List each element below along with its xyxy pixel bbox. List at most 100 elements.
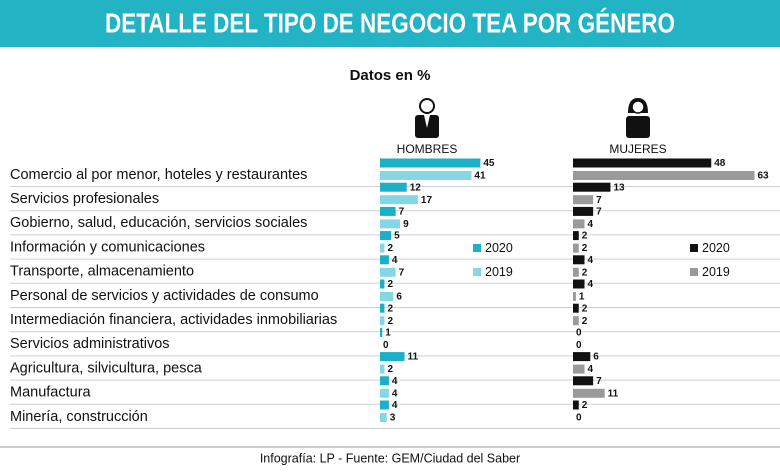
legend-swatch [473, 244, 481, 252]
value-label: 2 [387, 279, 393, 290]
value-label: 48 [714, 158, 726, 169]
bar [380, 376, 389, 386]
value-label: 0 [576, 413, 582, 424]
value-label: 6 [396, 292, 402, 303]
value-label: 11 [608, 388, 619, 399]
bar [573, 171, 755, 180]
value-label: 2 [387, 364, 393, 375]
bar [573, 267, 579, 277]
value-label: 4 [588, 279, 594, 290]
category-label: Transporte, almacenamiento [10, 264, 194, 280]
category-label: Agricultura, silvicultura, pesca [10, 360, 203, 376]
value-label: 2 [582, 231, 588, 242]
value-label: 41 [474, 171, 486, 182]
bar [380, 316, 385, 326]
bar [380, 279, 385, 289]
value-label: 7 [596, 376, 602, 387]
category-label: Información y comunicaciones [10, 239, 205, 255]
bar [573, 364, 585, 374]
bar [573, 255, 585, 265]
bar [573, 243, 579, 253]
legend-label: 2020 [702, 241, 730, 255]
bar [380, 243, 385, 253]
source: Infografía: LP - Fuente: GEM/Ciudad del … [260, 451, 520, 465]
value-label: 5 [394, 231, 400, 242]
bar [380, 195, 418, 205]
value-label: 6 [593, 352, 599, 363]
bar [380, 327, 383, 337]
value-label: 7 [596, 195, 602, 206]
value-label: 11 [408, 352, 419, 363]
bar [380, 400, 389, 410]
value-label: 2 [387, 243, 393, 254]
bar [573, 316, 579, 326]
bar [380, 231, 392, 241]
bar [380, 364, 385, 374]
category-label: Servicios profesionales [10, 191, 159, 207]
value-label: 4 [588, 364, 594, 375]
bar [573, 158, 712, 168]
bar [573, 400, 579, 410]
category-label: Gobierno, salud, educación, servicios so… [10, 215, 307, 231]
value-label: 0 [576, 328, 582, 339]
bar [380, 171, 472, 180]
legend-label: 2020 [485, 241, 513, 255]
value-label: 7 [596, 207, 602, 218]
legend-swatch [473, 268, 481, 276]
legend-swatch [690, 244, 698, 252]
bar [380, 388, 389, 398]
value-label: 1 [385, 328, 391, 339]
bar [573, 182, 611, 192]
value-label: 4 [392, 388, 398, 399]
category-label: Manufactura [10, 385, 92, 401]
value-label: 4 [588, 255, 594, 266]
category-label: Minería, construcción [10, 409, 148, 425]
value-label: 2 [582, 267, 588, 278]
bar [380, 219, 401, 229]
value-label: 2 [582, 316, 588, 327]
value-label: 9 [403, 219, 409, 230]
value-label: 4 [588, 219, 594, 230]
value-label: 2 [582, 243, 588, 254]
bar [573, 352, 591, 362]
bar [380, 413, 387, 422]
panel-label: HOMBRES [397, 142, 458, 156]
bar [573, 206, 594, 216]
category-label: Personal de servicios y actividades de c… [10, 288, 319, 304]
value-label: 4 [392, 255, 398, 266]
value-label: 1 [579, 292, 585, 303]
bar [380, 292, 394, 301]
bar [380, 182, 407, 192]
value-label: 63 [757, 171, 769, 182]
bar [380, 352, 405, 362]
panel-label: MUJERES [609, 142, 666, 156]
value-label: 13 [613, 182, 625, 193]
bar [380, 267, 396, 277]
subtitle: Datos en % [350, 67, 431, 84]
legend-label: 2019 [702, 265, 730, 279]
value-label: 7 [399, 267, 405, 278]
category-label: Intermediación financiera, actividades i… [10, 312, 337, 328]
value-label: 45 [483, 158, 495, 169]
value-label: 4 [392, 400, 398, 411]
bar [380, 255, 389, 265]
value-label: 12 [410, 182, 422, 193]
value-label: 2 [582, 303, 588, 314]
value-label: 2 [582, 400, 588, 411]
bar [573, 231, 579, 241]
bar [573, 279, 585, 289]
bar [573, 388, 605, 398]
category-label: Servicios administrativos [10, 336, 170, 352]
woman-icon [626, 98, 650, 138]
bar [380, 158, 481, 168]
title-bar [0, 0, 780, 47]
category-label: Comercio al por menor, hoteles y restaur… [10, 167, 307, 183]
bar [573, 219, 585, 229]
value-label: 2 [387, 303, 393, 314]
man-icon [415, 98, 439, 138]
value-label: 17 [421, 195, 433, 206]
value-label: 2 [387, 316, 393, 327]
value-label: 7 [399, 207, 405, 218]
value-label: 3 [390, 413, 396, 424]
